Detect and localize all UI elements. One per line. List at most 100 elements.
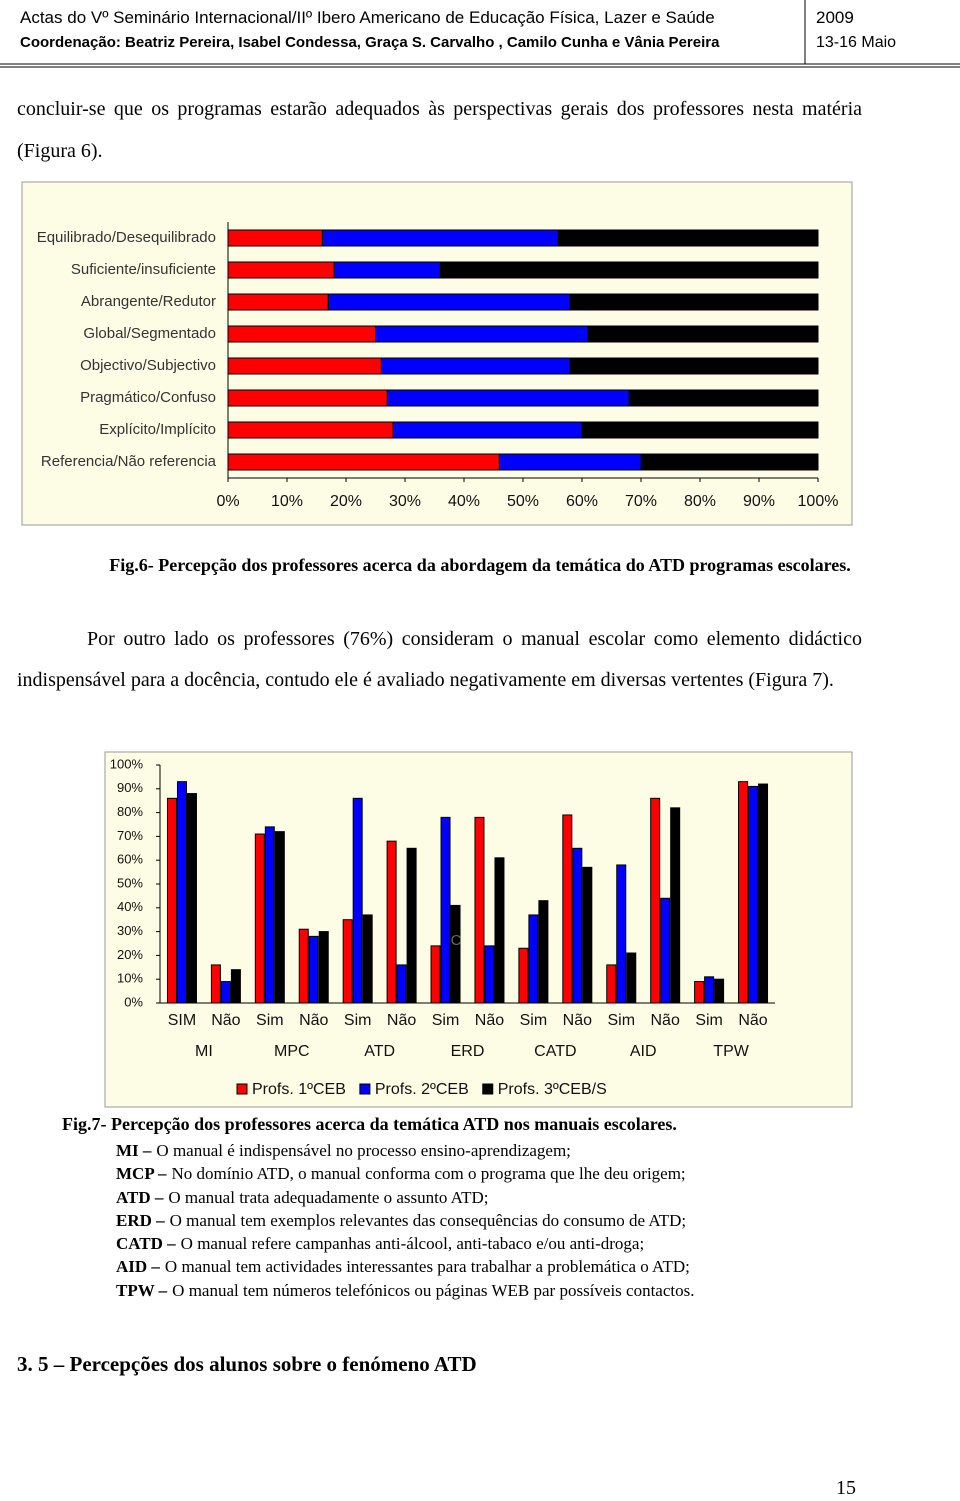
bar xyxy=(616,864,627,1004)
bar-segment xyxy=(380,357,571,375)
bar xyxy=(494,857,505,1004)
legend-label: Profs. 2ºCEB xyxy=(375,1081,469,1098)
bar-segment xyxy=(333,261,441,279)
paragraph: Por outro lado os professores (76%) cons… xyxy=(17,628,862,691)
group-label: MPC xyxy=(274,1043,310,1060)
paragraph: concluir-se que os programas estarão ade… xyxy=(17,98,862,162)
x-tick-label: Não xyxy=(299,1012,328,1029)
bar xyxy=(704,976,715,1004)
definition-text: O manual tem actividades interessantes p… xyxy=(164,1257,690,1277)
definition-term: TPW – xyxy=(116,1280,168,1300)
y-tick-label: 80% xyxy=(117,804,143,819)
x-tick-label: 60% xyxy=(566,493,598,510)
x-tick-label: Sim xyxy=(520,1012,548,1029)
header-year: 2009 xyxy=(816,8,854,27)
bar xyxy=(186,793,197,1004)
bar xyxy=(474,816,485,1004)
x-tick-label: 90% xyxy=(743,493,775,510)
definition: ERD – O manual tem exemplos relevantes da… xyxy=(116,1209,695,1232)
x-tick-label: 10% xyxy=(271,493,303,510)
bar-segment xyxy=(227,325,376,343)
definition: TPW – O manual tem números telefónicos ou… xyxy=(116,1279,695,1302)
y-tick-label: 70% xyxy=(117,828,143,843)
y-tick-label: 20% xyxy=(117,947,143,962)
bar xyxy=(254,833,265,1004)
category-label: Referencia/Não referencia xyxy=(41,453,217,470)
bar-segment xyxy=(628,389,819,407)
bar xyxy=(166,797,177,1004)
category-label: Explícito/Implícito xyxy=(99,421,216,438)
bar-segment xyxy=(640,453,819,471)
bar xyxy=(274,831,285,1004)
x-tick-label: Sim xyxy=(256,1012,284,1029)
bar xyxy=(572,847,583,1004)
page-number: 15 xyxy=(836,1477,856,1499)
x-tick-label: Sim xyxy=(432,1012,460,1029)
bar-segment xyxy=(227,421,394,439)
header-dates: 13-16 Maio xyxy=(816,34,897,51)
bar xyxy=(176,781,187,1004)
legend-swatch xyxy=(482,1083,494,1095)
y-tick-label: 30% xyxy=(117,923,143,938)
bar xyxy=(758,783,769,1004)
definition: AID – O manual tem actividades interessan… xyxy=(116,1255,695,1278)
definition-term: AID – xyxy=(116,1257,160,1277)
bar xyxy=(430,945,441,1004)
bar xyxy=(562,814,573,1004)
bar xyxy=(264,826,275,1004)
bar xyxy=(606,964,617,1004)
y-tick-label: 10% xyxy=(117,971,143,986)
definition-text: O manual tem números telefónicos ou pági… xyxy=(172,1280,695,1300)
definition-text: O manual é indispensável no processo ens… xyxy=(156,1141,571,1160)
group-label: ERD xyxy=(451,1043,485,1060)
bar xyxy=(450,904,461,1004)
definition-term: MCP – xyxy=(116,1164,167,1184)
x-tick-label: Não xyxy=(387,1012,416,1029)
annotation: C xyxy=(451,932,462,949)
bar-segment xyxy=(321,229,559,247)
category-label: Abrangente/Redutor xyxy=(81,293,216,310)
category-label: Equilibrado/Desequilibrado xyxy=(37,229,216,246)
x-tick-label: SIM xyxy=(168,1012,196,1029)
bar xyxy=(220,981,231,1004)
bar-segment xyxy=(227,229,323,247)
definition: ATD – O manual trata adequadamente o assu… xyxy=(116,1186,695,1209)
bar xyxy=(406,847,417,1004)
group-label: ATD xyxy=(364,1043,395,1060)
bar xyxy=(738,781,749,1004)
definition: MI – O manual é indispensável no processo… xyxy=(116,1139,695,1162)
bar xyxy=(670,807,681,1004)
y-tick-label: 100% xyxy=(110,756,144,771)
legend-label: Profs. 1ºCEB xyxy=(252,1081,346,1098)
bar-segment xyxy=(557,229,819,247)
bar-segment xyxy=(227,357,382,375)
bar xyxy=(694,981,705,1004)
y-tick-label: 40% xyxy=(117,899,143,914)
header-title: Actas do Vº Seminário Internacional/IIº … xyxy=(20,8,715,27)
x-tick-label: Não xyxy=(475,1012,504,1029)
bar xyxy=(352,797,363,1004)
bar-segment xyxy=(375,325,589,343)
bar xyxy=(396,964,407,1004)
definition-term: CATD – xyxy=(116,1234,176,1254)
x-tick-label: 50% xyxy=(507,493,539,510)
figure-caption: Fig.7- Percepção dos professores acerca … xyxy=(62,1114,677,1134)
category-label: Objectivo/Subjectivo xyxy=(80,357,216,374)
group-label: MI xyxy=(195,1043,213,1060)
x-tick-label: 100% xyxy=(798,493,839,510)
definition-text: O manual trata adequadamente o assunto A… xyxy=(168,1187,489,1207)
bar-segment xyxy=(569,293,819,311)
legend-swatch xyxy=(236,1083,248,1095)
bar xyxy=(230,969,241,1004)
category-label: Global/Segmentado xyxy=(83,325,216,342)
figure-caption: Fig.6- Percepção dos professores acerca … xyxy=(109,555,851,575)
definition-term: ATD – xyxy=(116,1187,164,1207)
y-tick-label: 0% xyxy=(124,994,143,1009)
bar-segment xyxy=(327,293,571,311)
x-tick-label: 80% xyxy=(684,493,716,510)
header-coordination: Coordenação: Beatriz Pereira, Isabel Con… xyxy=(20,34,720,51)
bar xyxy=(748,785,759,1004)
x-tick-label: Não xyxy=(563,1012,592,1029)
